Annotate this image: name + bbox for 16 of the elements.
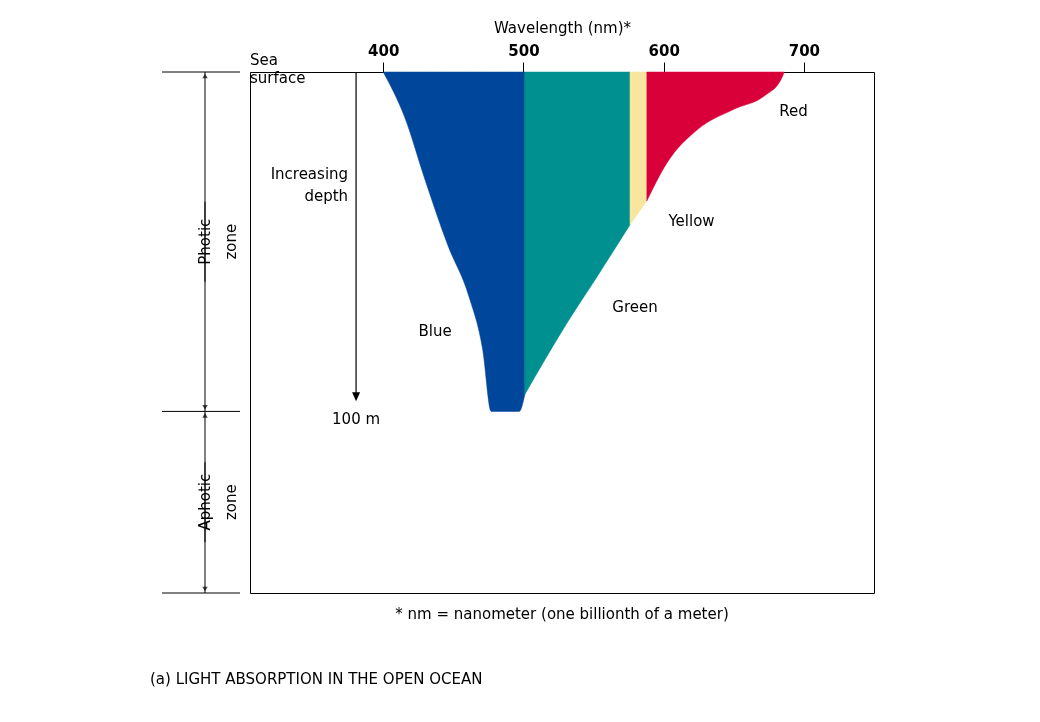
x-axis-title: Wavelength (nm)* — [493, 18, 632, 37]
annotation: 100 m — [332, 410, 381, 429]
text: (a) LIGHT ABSORPTION IN THE OPEN OCEAN — [150, 670, 483, 688]
text: * nm = nanometer (one billionth of a meter) — [395, 605, 729, 623]
series-label: Red — [779, 101, 808, 120]
series-label: Blue — [418, 322, 452, 341]
x-tick-label: 700 — [788, 41, 821, 60]
x-tick-label: 500 — [508, 41, 540, 60]
series-label: Green — [612, 298, 658, 317]
x-tick-label: 400 — [368, 41, 400, 60]
annotation: Sea surface — [250, 51, 306, 87]
text: Aphotic zone — [196, 473, 240, 531]
x-tick-label: 600 — [648, 41, 680, 60]
series-label: Yellow — [667, 211, 715, 230]
text: Photic zone — [196, 218, 240, 265]
annotation: Increasing depth — [270, 164, 349, 205]
